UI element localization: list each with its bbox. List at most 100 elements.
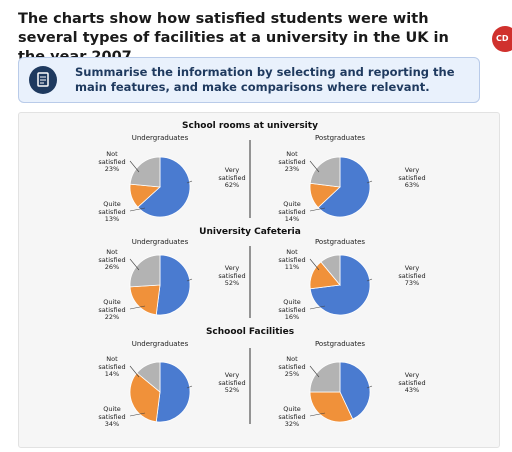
category-label: Very satisfied: [218, 264, 246, 280]
slice-label: Quite satisfied 13%: [92, 200, 132, 224]
value-label: 16%: [284, 313, 300, 321]
pie-slice: [155, 254, 191, 316]
leader-line: [129, 365, 140, 378]
leader-line: [309, 305, 326, 310]
category-label: Quite satisfied: [278, 298, 306, 314]
category-label: Very satisfied: [398, 371, 426, 387]
leader-line: [309, 160, 320, 173]
pie-slice: [339, 361, 371, 420]
pie-slice: [317, 156, 371, 218]
pie-title: Postgraduates: [314, 134, 366, 142]
value-label: 63%: [404, 181, 420, 189]
value-label: 23%: [284, 165, 300, 173]
value-label: 23%: [104, 165, 120, 173]
value-label: 14%: [284, 215, 300, 223]
task-icon: [29, 66, 57, 94]
leader-line: [309, 258, 320, 271]
category-label: Not satisfied: [98, 150, 126, 166]
slice-label: Very satisfied 52%: [212, 264, 252, 288]
leader-line: [129, 305, 146, 310]
pie-slice: [137, 156, 191, 218]
slice-label: Not satisfied 14%: [92, 355, 132, 379]
slice-label: Very satisfied 62%: [212, 166, 252, 190]
slice-label: Quite satisfied 22%: [92, 298, 132, 322]
slice-label: Not satisfied 23%: [92, 150, 132, 174]
slice-label: Very satisfied 73%: [392, 264, 432, 288]
value-label: 14%: [104, 370, 120, 378]
slice-label: Not satisfied 11%: [272, 248, 312, 272]
slice-label: Very satisfied 43%: [392, 371, 432, 395]
value-label: 52%: [224, 386, 240, 394]
category-label: Very satisfied: [218, 371, 246, 387]
pie-title: Postgraduates: [314, 340, 366, 348]
pie-slice: [309, 391, 354, 423]
value-label: 11%: [284, 263, 300, 271]
icon-graphic: [37, 72, 49, 87]
category-label: Very satisfied: [398, 166, 426, 182]
leader-line: [129, 412, 146, 417]
category-label: Very satisfied: [398, 264, 426, 280]
pie-slice: [129, 254, 161, 288]
slice-label: Not satisfied 25%: [272, 355, 312, 379]
section-title: School rooms at university: [182, 121, 318, 131]
category-label: Not satisfied: [278, 248, 306, 264]
value-label: 52%: [224, 279, 240, 287]
slice-label: Quite satisfied 34%: [92, 405, 132, 429]
leader-line: [366, 180, 373, 184]
chart-panel: [18, 112, 500, 448]
category-label: Not satisfied: [98, 248, 126, 264]
pie-title: Undergraduates: [131, 238, 189, 246]
leader-line: [129, 160, 140, 173]
pie-title: Undergraduates: [131, 340, 189, 348]
category-label: Quite satisfied: [98, 405, 126, 421]
section-title: Schoool Facilities: [205, 327, 295, 337]
pie-slice: [309, 156, 341, 188]
category-label: Quite satisfied: [278, 200, 306, 216]
leader-line: [366, 385, 373, 389]
slice-label: Quite satisfied 14%: [272, 200, 312, 224]
leader-line: [366, 278, 373, 282]
slice-label: Not satisfied 26%: [92, 248, 132, 272]
value-label: 26%: [104, 263, 120, 271]
category-label: Not satisfied: [98, 355, 126, 371]
section-title: University Cafeteria: [199, 227, 301, 237]
category-label: Not satisfied: [278, 355, 306, 371]
slice-label: Very satisfied 52%: [212, 371, 252, 395]
value-label: 73%: [404, 279, 420, 287]
task-text: Summarise the information by selecting a…: [75, 65, 455, 94]
slice-label: Not satisfied 23%: [272, 150, 312, 174]
value-label: 25%: [284, 370, 300, 378]
pie-slice: [309, 361, 341, 393]
pie-slice: [129, 156, 161, 188]
value-label: 34%: [104, 420, 120, 428]
task-box: Summarise the information by selecting a…: [18, 57, 480, 103]
value-label: 62%: [224, 181, 240, 189]
value-label: 43%: [404, 386, 420, 394]
slice-label: Quite satisfied 32%: [272, 405, 312, 429]
leader-line: [309, 365, 320, 378]
category-label: Quite satisfied: [278, 405, 306, 421]
pie-slice: [129, 284, 161, 316]
category-label: Very satisfied: [218, 166, 246, 182]
pie-slice: [155, 361, 191, 423]
leader-line: [309, 412, 326, 417]
leader-line: [186, 180, 193, 184]
logo: CD: [492, 26, 512, 52]
pie-title: Postgraduates: [314, 238, 366, 246]
pie-title: Undergraduates: [131, 134, 189, 142]
slice-label: Quite satisfied 16%: [272, 298, 312, 322]
leader-line: [129, 207, 146, 212]
pie-slice: [136, 361, 161, 393]
category-label: Quite satisfied: [98, 298, 126, 314]
pie-slice: [129, 372, 161, 423]
slice-label: Very satisfied 63%: [392, 166, 432, 190]
category-label: Quite satisfied: [98, 200, 126, 216]
value-label: 32%: [284, 420, 300, 428]
pie-slice: [320, 254, 341, 287]
category-label: Not satisfied: [278, 150, 306, 166]
leader-line: [186, 278, 193, 282]
leader-line: [309, 207, 326, 212]
value-label: 13%: [104, 215, 120, 223]
